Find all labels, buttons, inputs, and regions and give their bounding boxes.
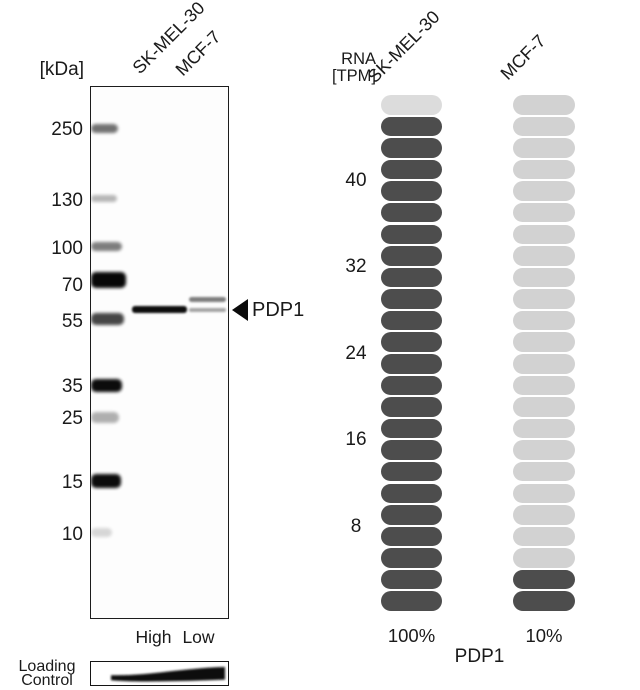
gene-label: PDP1 <box>454 646 505 667</box>
rna-segment-sk-mel-30-16 <box>381 440 442 460</box>
rna-segment-sk-mel-30-21 <box>381 548 442 568</box>
loading-control-band <box>111 667 225 682</box>
rna-segment-mcf-7-12 <box>513 354 575 374</box>
rna-segment-mcf-7-15 <box>513 418 575 439</box>
expression-level-high: High <box>135 627 172 647</box>
loading-control-label-line1: Loading <box>18 658 76 675</box>
rna-segment-mcf-7-1 <box>513 116 575 137</box>
rna-segment-sk-mel-30-14 <box>381 397 442 417</box>
rna-axis-label-line2: [TPM] <box>332 67 376 85</box>
pdp1-arrow-icon <box>231 298 248 321</box>
rna-segment-sk-mel-30-1 <box>381 116 442 137</box>
rna-segment-mcf-7-5 <box>513 202 575 223</box>
rna-column-mcf-7 <box>513 0 575 690</box>
rna-tick-32: 32 <box>345 256 367 277</box>
sample-band-sk-mel-30-0 <box>132 305 188 313</box>
mw-ladder-labels: 250 130 100 70 55 35 25 15 10 <box>28 0 83 690</box>
rna-segment-sk-mel-30-15 <box>381 418 442 439</box>
rna-segment-sk-mel-30-3 <box>381 159 442 180</box>
rna-segment-sk-mel-30-9 <box>381 289 442 309</box>
ladder-band-35kda <box>91 378 122 392</box>
rna-segment-sk-mel-30-19 <box>381 505 442 525</box>
rna-segment-sk-mel-30-20 <box>381 526 442 547</box>
ladder-band-10kda <box>91 527 112 537</box>
mw-label-70: 70 <box>61 275 83 296</box>
rna-segment-mcf-7-6 <box>513 224 575 244</box>
rna-segment-sk-mel-30-5 <box>381 202 442 223</box>
percent-label-sk-mel-30: 100% <box>387 625 436 646</box>
rna-segment-mcf-7-17 <box>513 461 575 482</box>
rna-segment-sk-mel-30-6 <box>381 224 442 244</box>
sample-band-mcf-7-1 <box>189 297 227 302</box>
rna-column-sk-mel-30 <box>381 0 442 690</box>
rna-segment-mcf-7-16 <box>513 440 575 460</box>
rna-segment-mcf-7-21 <box>513 548 575 568</box>
mw-label-100: 100 <box>51 238 83 259</box>
sample-band-mcf-7-2 <box>189 307 227 313</box>
mw-label-130: 130 <box>51 190 83 211</box>
rna-tick-8: 8 <box>350 515 362 537</box>
rna-segment-mcf-7-19 <box>513 505 575 525</box>
rna-segment-mcf-7-18 <box>513 483 575 503</box>
rna-axis-label-line1: RNA <box>341 50 376 68</box>
ladder-band-250kda <box>91 123 118 133</box>
rna-segment-mcf-7-11 <box>513 332 575 352</box>
rna-segment-mcf-7-8 <box>513 267 575 288</box>
rna-segment-sk-mel-30-8 <box>381 267 442 288</box>
rna-segment-mcf-7-3 <box>513 159 575 180</box>
rna-tick-16: 16 <box>345 429 367 450</box>
rna-segment-sk-mel-30-12 <box>381 354 442 374</box>
ladder-band-70kda <box>91 272 126 289</box>
rna-segment-mcf-7-13 <box>513 375 575 396</box>
percent-label-mcf-7: 10% <box>525 625 563 646</box>
rna-segment-sk-mel-30-23 <box>381 591 442 611</box>
rna-segment-sk-mel-30-22 <box>381 569 442 590</box>
rna-segment-mcf-7-9 <box>513 289 575 309</box>
rna-segment-mcf-7-23 <box>513 591 575 611</box>
ladder-band-130kda <box>91 194 117 202</box>
rna-segment-mcf-7-4 <box>513 181 575 201</box>
loading-control-box <box>90 661 229 686</box>
mw-label-35: 35 <box>61 376 83 397</box>
rna-segment-sk-mel-30-18 <box>381 483 442 503</box>
rna-tick-40: 40 <box>345 169 367 191</box>
rna-segment-sk-mel-30-7 <box>381 246 442 266</box>
kda-unit-label: [kDa] <box>39 59 84 80</box>
rna-segment-sk-mel-30-17 <box>381 461 442 482</box>
rna-tick-labels: 40 32 24 16 8 <box>334 0 378 690</box>
rna-segment-sk-mel-30-11 <box>381 332 442 352</box>
ladder-band-25kda <box>91 411 119 423</box>
rna-segment-mcf-7-22 <box>513 569 575 590</box>
rna-segment-sk-mel-30-0 <box>381 95 442 115</box>
rna-segment-sk-mel-30-4 <box>381 181 442 201</box>
mw-label-55: 55 <box>61 311 83 332</box>
blot-box <box>90 86 229 619</box>
rna-segment-mcf-7-20 <box>513 526 575 547</box>
mw-label-25: 25 <box>61 408 83 429</box>
rna-segment-mcf-7-14 <box>513 397 575 417</box>
loading-control-label-line2: Control <box>21 671 73 689</box>
rna-segment-mcf-7-2 <box>513 138 575 158</box>
expression-level-low: Low <box>182 627 215 647</box>
ladder-band-15kda <box>91 474 121 489</box>
rna-segment-sk-mel-30-2 <box>381 138 442 158</box>
rna-tick-24: 24 <box>345 342 367 364</box>
mw-label-15: 15 <box>61 472 83 493</box>
rna-segment-sk-mel-30-13 <box>381 375 442 396</box>
ladder-band-100kda <box>91 241 122 251</box>
rna-segment-mcf-7-0 <box>513 95 575 115</box>
rna-segment-mcf-7-7 <box>513 246 575 266</box>
pdp1-band-annotation: PDP1 <box>252 299 305 321</box>
loading-control-label: Loading Control <box>7 658 87 689</box>
rna-tpm-axis-label: RNA [TPM] <box>314 51 376 85</box>
ladder-band-55kda <box>91 313 124 326</box>
mw-label-10: 10 <box>61 524 83 545</box>
rna-segment-mcf-7-10 <box>513 310 575 331</box>
mw-label-250: 250 <box>51 119 83 140</box>
rna-segment-sk-mel-30-10 <box>381 310 442 331</box>
